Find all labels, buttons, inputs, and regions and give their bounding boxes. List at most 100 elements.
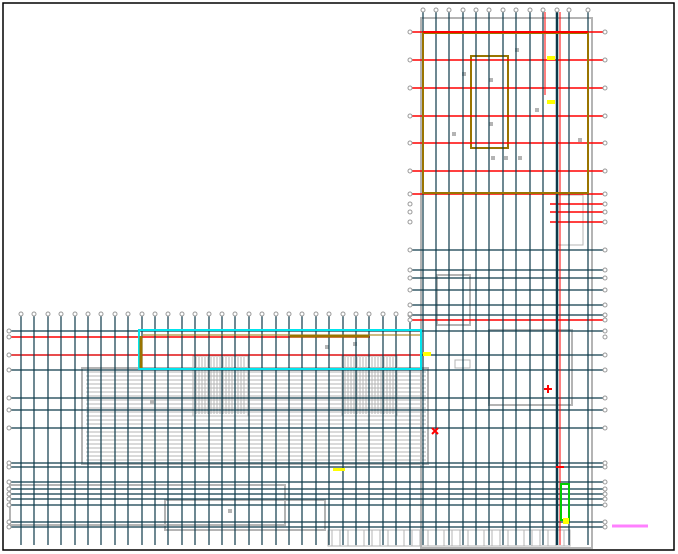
grid-bubble xyxy=(407,287,413,293)
grid-bubble xyxy=(602,275,608,281)
marker xyxy=(423,352,431,356)
grid-bubble xyxy=(326,311,332,317)
grid-bubbles xyxy=(6,7,608,530)
grid-bubble xyxy=(45,311,51,317)
grid-bubble xyxy=(139,311,145,317)
grid-bubble xyxy=(112,311,118,317)
column-mark xyxy=(518,156,522,160)
grid-bubble xyxy=(407,275,413,281)
grid-bubble xyxy=(602,85,608,91)
grid-bubble xyxy=(602,395,608,401)
grid-bubble xyxy=(602,312,608,318)
grid-bubble xyxy=(313,311,319,317)
grid-bubble xyxy=(460,7,466,13)
column-mark xyxy=(452,132,456,136)
grid-bubble xyxy=(246,311,252,317)
grid-bubble xyxy=(179,311,185,317)
grid-bubble xyxy=(219,311,225,317)
marker xyxy=(563,518,569,524)
grid-bubble xyxy=(602,57,608,63)
grid-bubble xyxy=(540,7,546,13)
grid-bubble xyxy=(6,328,12,334)
grid-bubble xyxy=(192,311,198,317)
grid-bubble xyxy=(407,219,413,225)
grid-bubble xyxy=(6,491,12,497)
grid-bubble xyxy=(602,302,608,308)
grid-bubble xyxy=(407,247,413,253)
highlight-zone xyxy=(138,329,422,370)
grid-bubble xyxy=(366,311,372,317)
grid-bubble xyxy=(585,7,591,13)
grid-bubble xyxy=(602,267,608,273)
grid-bubble xyxy=(393,311,399,317)
grid-bubble xyxy=(407,57,413,63)
grid-bubble xyxy=(273,311,279,317)
horizontal-grid-lines xyxy=(8,31,603,528)
grid-bubble xyxy=(602,524,608,530)
grid-bubble xyxy=(85,311,91,317)
wing-outline xyxy=(420,17,593,549)
grid-bubble xyxy=(152,311,158,317)
grid-bubble xyxy=(602,140,608,146)
grid-bubble xyxy=(602,168,608,174)
grid-bubble xyxy=(6,486,12,492)
grid-bubble xyxy=(6,496,12,502)
grid-bubble xyxy=(6,502,12,508)
grid-bubble xyxy=(407,85,413,91)
grid-bubble xyxy=(6,460,12,466)
grid-bubble xyxy=(407,168,413,174)
grid-bubble xyxy=(18,311,24,317)
grid-bubble xyxy=(407,302,413,308)
grid-bubble xyxy=(602,407,608,413)
grid-bubble xyxy=(6,352,12,358)
grid-bubble xyxy=(602,460,608,466)
grid-bubble xyxy=(125,311,131,317)
grid-bubble xyxy=(6,519,12,525)
grid-bubble xyxy=(473,7,479,13)
grid-bubble xyxy=(602,352,608,358)
grid-bubble xyxy=(602,201,608,207)
grid-bubble xyxy=(353,311,359,317)
column-mark xyxy=(515,48,519,52)
column-mark xyxy=(535,108,539,112)
grid-bubble xyxy=(380,311,386,317)
grid-bubble xyxy=(6,334,12,340)
cross-marker xyxy=(431,427,439,435)
highlighted-elements xyxy=(138,31,648,528)
grid-bubble xyxy=(602,328,608,334)
grid-bubble xyxy=(527,7,533,13)
marker xyxy=(547,100,555,104)
grid-bubble xyxy=(500,7,506,13)
grid-bubble xyxy=(602,29,608,35)
grid-bubble xyxy=(602,287,608,293)
grid-bubble xyxy=(6,464,12,470)
grid-bubble xyxy=(58,311,64,317)
grid-bubble xyxy=(602,496,608,502)
grid-bubble xyxy=(299,311,305,317)
grid-bubble xyxy=(446,7,452,13)
lower-room xyxy=(164,499,326,531)
grid-bubble xyxy=(566,7,572,13)
grid-bubble xyxy=(6,479,12,485)
grid-bubble xyxy=(232,311,238,317)
grid-bubble xyxy=(6,395,12,401)
grid-bubble xyxy=(602,486,608,492)
column-mark xyxy=(462,72,466,76)
grid-bubble xyxy=(407,209,413,215)
grid-bubble xyxy=(486,7,492,13)
stair-core xyxy=(436,274,471,326)
grid-bubble xyxy=(31,311,37,317)
column-mark xyxy=(353,342,357,346)
grid-bubble xyxy=(165,311,171,317)
grid-bubble xyxy=(407,29,413,35)
grid-bubble xyxy=(602,219,608,225)
grid-bubble xyxy=(6,367,12,373)
grid-bubble xyxy=(286,311,292,317)
grid-bubble xyxy=(602,209,608,215)
grid-bubble xyxy=(420,7,426,13)
grid-bubble xyxy=(554,7,560,13)
grid-bubble xyxy=(602,247,608,253)
grid-bubble xyxy=(407,140,413,146)
grid-bubble xyxy=(602,491,608,497)
